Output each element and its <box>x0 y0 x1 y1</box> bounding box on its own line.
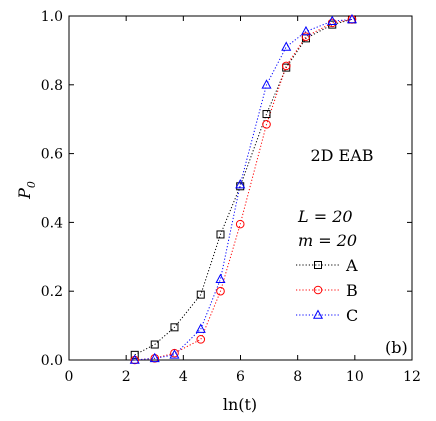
series-b-point <box>235 219 245 229</box>
series-lines <box>134 18 353 361</box>
series-c-point <box>261 79 272 89</box>
legend-a-label: A <box>345 256 358 275</box>
series-a-line <box>134 18 353 356</box>
y-tick-label: 0.4 <box>41 215 63 231</box>
series-c-point <box>169 349 180 359</box>
legend-a-marker <box>314 261 322 269</box>
series-b-point <box>216 286 225 296</box>
x-tick-label: 12 <box>403 369 421 385</box>
panel-label: (b) <box>385 338 408 357</box>
series-layer <box>129 13 358 365</box>
series-b-line <box>134 18 353 361</box>
series-b-point <box>262 120 271 129</box>
annotation-text: 2D EAB <box>310 146 373 165</box>
x-tick-label: 2 <box>122 369 131 385</box>
x-tick-label: 0 <box>65 369 74 385</box>
series-a-point <box>216 230 225 239</box>
series-c-point <box>327 15 338 25</box>
series-b-point <box>281 61 291 71</box>
param-l: L = 20 <box>297 207 353 226</box>
y-tick-label: 1.0 <box>41 9 63 25</box>
series-c-point <box>129 354 140 364</box>
series-a-point <box>150 340 159 349</box>
series-b-point <box>301 32 311 41</box>
y-tick-label: 0.8 <box>41 78 63 94</box>
axis-ticks: 0 2 4 6 8 10 12 0.0 0.2 0.4 0.6 0.8 1.0 <box>41 9 421 385</box>
x-axis-label: ln(t) <box>223 395 257 414</box>
y-tick-label: 0.0 <box>41 353 63 369</box>
param-m: m = 20 <box>298 231 357 250</box>
y-tick-label: 0.6 <box>41 147 63 163</box>
series-a-point <box>196 290 205 299</box>
y-axis-label-main: P <box>15 188 34 200</box>
series-a-point <box>130 350 139 359</box>
x-tick-label: 4 <box>179 369 188 385</box>
series-c-point <box>149 352 160 363</box>
y-tick-label: 0.2 <box>41 284 63 300</box>
series-c-point <box>346 13 358 24</box>
y-axis-label: P0 <box>15 181 38 200</box>
legend-c-label: C <box>346 306 358 325</box>
series-c-point <box>215 273 226 283</box>
series-c-line <box>134 18 353 361</box>
series-b-point <box>327 18 337 28</box>
series-a-point <box>170 323 179 332</box>
series-markers <box>129 13 358 365</box>
series-b-point <box>196 335 206 344</box>
legend-c-marker <box>312 309 324 319</box>
series-c-point <box>300 25 311 36</box>
series-c-point <box>195 323 206 333</box>
x-tick-label: 10 <box>346 369 364 385</box>
legend-b-marker <box>313 285 323 295</box>
y-axis-label-sub: 0 <box>25 181 38 188</box>
x-tick-label: 8 <box>293 369 302 385</box>
series-a-point <box>262 110 271 119</box>
x-tick-label: 6 <box>236 369 245 385</box>
y-axis-label-group: P0 <box>15 181 38 200</box>
legend: ABC <box>296 256 358 325</box>
legend-b-label: B <box>346 281 358 300</box>
series-c-point <box>235 179 246 189</box>
series-c-point <box>281 41 292 51</box>
